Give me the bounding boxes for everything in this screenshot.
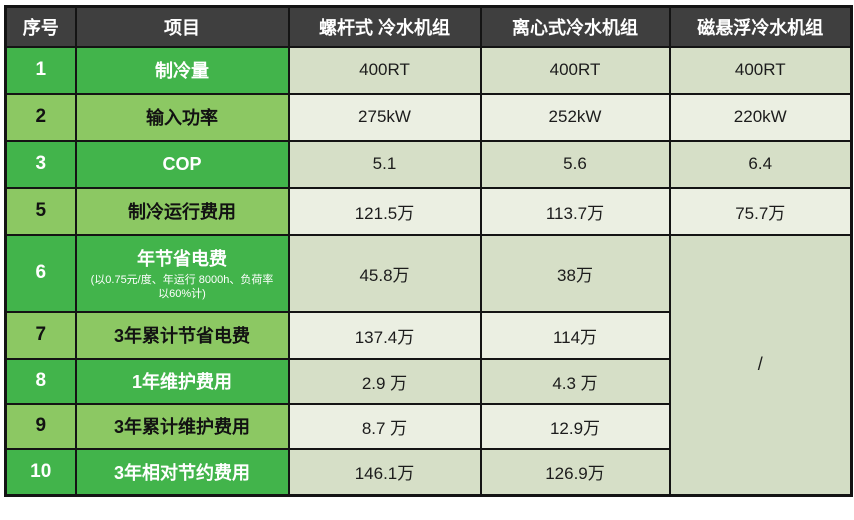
item-label-cell: 制冷量 (74, 45, 290, 95)
merged-slash-cell: / (668, 233, 853, 497)
item-label-cell: 输入功率 (74, 92, 290, 142)
chiller-comparison-table: 序号 项目 螺杆式 冷水机组 离心式冷水机组 磁悬浮冷水机组 1 制冷量 400… (4, 5, 853, 497)
value-cell: 252kW (479, 92, 671, 142)
row-number-cell: 7 (4, 310, 77, 360)
value-cell: 12.9万 (479, 402, 671, 450)
table-row: 10 3年相对节约费用 146.1万 126.9万 (4, 447, 852, 497)
table-row: 9 3年累计维护费用 8.7 万 12.9万 (4, 402, 852, 450)
row-number-cell: 1 (4, 45, 77, 95)
row-number-cell: 10 (4, 447, 77, 497)
value-cell: 5.1 (287, 139, 482, 189)
value-cell: 114万 (479, 310, 671, 360)
value-cell: 75.7万 (668, 186, 853, 236)
table-row: 5 制冷运行费用 121.5万 113.7万 75.7万 (4, 186, 853, 236)
value-cell: 4.3 万 (479, 357, 671, 405)
value-cell: 126.9万 (479, 447, 671, 497)
value-cell: 137.4万 (287, 310, 482, 360)
item-label: 年节省电费 (137, 248, 227, 269)
value-cell: 38万 (479, 233, 671, 313)
value-cell: 400RT (668, 45, 853, 95)
row-number-cell: 2 (4, 92, 77, 142)
table-row: 7 3年累计节省电费 137.4万 114万 (4, 310, 852, 360)
value-cell: 45.8万 (287, 233, 482, 313)
item-label-cell: 1年维护费用 (74, 357, 290, 405)
row-number-cell: 3 (4, 139, 77, 189)
value-cell: 121.5万 (287, 186, 482, 236)
table-row: 6 年节省电费 (以0.75元/度、年运行 8000h、负荷率以60%计) 45… (4, 233, 853, 497)
table-row: 2 输入功率 275kW 252kW 220kW (4, 92, 853, 142)
row-number-cell: 8 (4, 357, 77, 405)
value-cell: 6.4 (668, 139, 853, 189)
value-cell: 2.9 万 (287, 357, 482, 405)
value-cell: 275kW (287, 92, 482, 142)
value-cell: 5.6 (479, 139, 671, 189)
value-cell: 220kW (668, 92, 853, 142)
row-number-cell: 5 (4, 186, 77, 236)
item-label-cell: 制冷运行费用 (74, 186, 290, 236)
item-label-cell: COP (74, 139, 290, 189)
value-cell: 400RT (479, 45, 671, 95)
item-note: (以0.75元/度、年运行 8000h、负荷率以60%计) (90, 273, 274, 300)
row-number-cell: 6 (4, 233, 77, 313)
table-row: 3 COP 5.1 5.6 6.4 (4, 139, 853, 189)
item-label-cell: 3年相对节约费用 (74, 447, 290, 497)
table-row: 8 1年维护费用 2.9 万 4.3 万 (4, 357, 852, 405)
item-label-cell: 年节省电费 (以0.75元/度、年运行 8000h、负荷率以60%计) (74, 233, 290, 313)
header-row: 序号 项目 螺杆式 冷水机组 离心式冷水机组 磁悬浮冷水机组 (4, 5, 853, 48)
value-cell: 8.7 万 (287, 402, 482, 450)
value-cell: 146.1万 (287, 447, 482, 497)
value-cell: 400RT (287, 45, 482, 95)
item-label-cell: 3年累计节省电费 (74, 310, 290, 360)
item-label-cell: 3年累计维护费用 (74, 402, 290, 450)
row-number-cell: 9 (4, 402, 77, 450)
header-col-screw-chiller: 螺杆式 冷水机组 (287, 5, 482, 48)
header-col-centrifugal-chiller: 离心式冷水机组 (479, 5, 671, 48)
header-col-maglev-chiller: 磁悬浮冷水机组 (668, 5, 853, 48)
header-col-item: 项目 (74, 5, 290, 48)
value-cell: 113.7万 (479, 186, 671, 236)
header-col-index: 序号 (4, 5, 77, 48)
table-row: 1 制冷量 400RT 400RT 400RT (4, 45, 853, 95)
